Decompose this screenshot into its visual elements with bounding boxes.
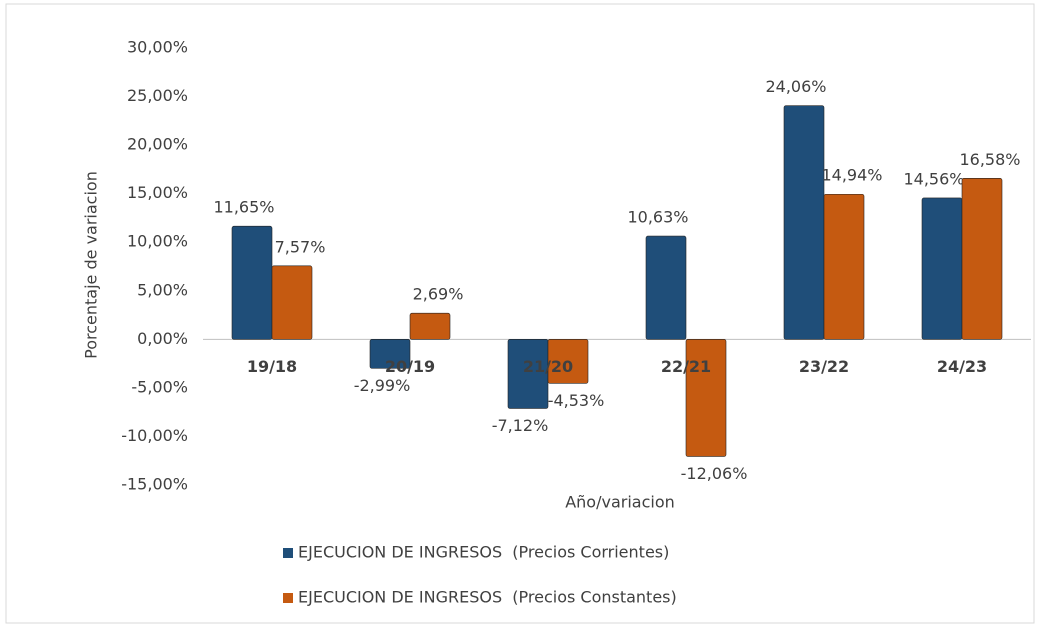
x-tick-label: 23/22 — [799, 357, 849, 376]
data-label: 16,58% — [959, 150, 1020, 169]
y-tick-label: -5,00% — [131, 377, 188, 396]
y-tick-label: 15,00% — [127, 183, 188, 202]
bar — [685, 339, 727, 457]
bar — [645, 235, 687, 340]
y-tick-label: 0,00% — [137, 329, 188, 348]
y-tick-label: 30,00% — [127, 38, 188, 57]
y-tick-label: -10,00% — [121, 426, 188, 445]
bar — [921, 197, 963, 340]
bar — [783, 105, 825, 340]
data-label: 14,94% — [821, 166, 882, 185]
legend-swatch — [283, 548, 293, 558]
y-tick-label: 20,00% — [127, 135, 188, 154]
bar — [823, 193, 865, 340]
data-label: -4,53% — [548, 391, 605, 410]
legend-label: EJECUCION DE INGRESOS (Precios Corriente… — [298, 543, 669, 562]
bar — [961, 178, 1003, 340]
data-label: 7,57% — [275, 237, 326, 256]
x-tick-label: 21/20 — [523, 357, 573, 376]
data-label: -7,12% — [492, 416, 549, 435]
data-label: 2,69% — [413, 285, 464, 304]
legend-swatch — [283, 593, 293, 603]
data-label: 24,06% — [765, 77, 826, 96]
y-tick-label: 10,00% — [127, 232, 188, 251]
data-label: -12,06% — [681, 464, 748, 483]
chart-frame — [5, 3, 1035, 624]
bar — [231, 225, 273, 340]
bar — [409, 312, 451, 340]
x-tick-label: 20/19 — [385, 357, 435, 376]
y-axis-label: Porcentaje de variacion — [82, 171, 101, 359]
data-label: -2,99% — [354, 376, 411, 395]
y-tick-label: 25,00% — [127, 86, 188, 105]
bar — [271, 265, 313, 340]
bar — [369, 339, 411, 369]
data-label: 10,63% — [627, 208, 688, 227]
x-axis-label: Año/variacion — [565, 493, 675, 512]
y-tick-label: -15,00% — [121, 475, 188, 494]
legend-label: EJECUCION DE INGRESOS (Precios Constante… — [298, 588, 677, 607]
x-tick-label: 24/23 — [937, 357, 987, 376]
y-tick-label: 5,00% — [137, 280, 188, 299]
bar — [547, 339, 589, 384]
data-label: 14,56% — [903, 169, 964, 188]
x-tick-label: 19/18 — [247, 357, 297, 376]
x-tick-label: 22/21 — [661, 357, 711, 376]
data-label: 11,65% — [213, 198, 274, 217]
